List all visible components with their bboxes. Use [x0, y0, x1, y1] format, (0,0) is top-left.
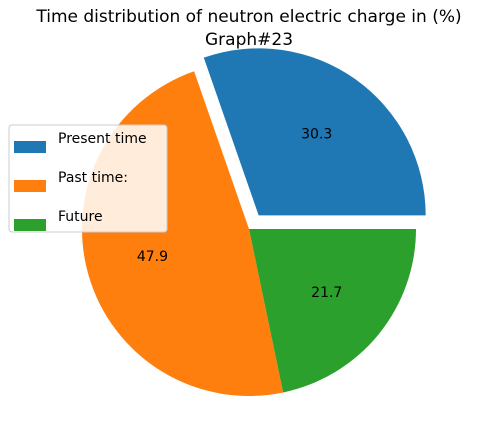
chart-title: Time distribution of neutron electric ch…: [35, 7, 461, 27]
value-label: 30.3: [301, 127, 332, 143]
value-labels: 30.3 47.9 21.7: [137, 127, 342, 301]
chart-subtitle: Graph#23: [205, 30, 293, 50]
legend-swatch: [14, 141, 46, 153]
legend-label: Past time:: [58, 170, 128, 186]
legend-swatch: [14, 219, 46, 231]
pie-slice-present-time: [203, 48, 426, 216]
legend-box: [8, 124, 168, 233]
value-label: 21.7: [311, 285, 342, 301]
pie-slice-future: [249, 229, 417, 393]
legend-label: Future: [58, 209, 103, 225]
legend-label: Present time: [58, 131, 147, 147]
legend-swatch: [14, 180, 46, 192]
legend: Present time Past time: Future: [8, 124, 168, 233]
value-label: 47.9: [137, 249, 168, 265]
